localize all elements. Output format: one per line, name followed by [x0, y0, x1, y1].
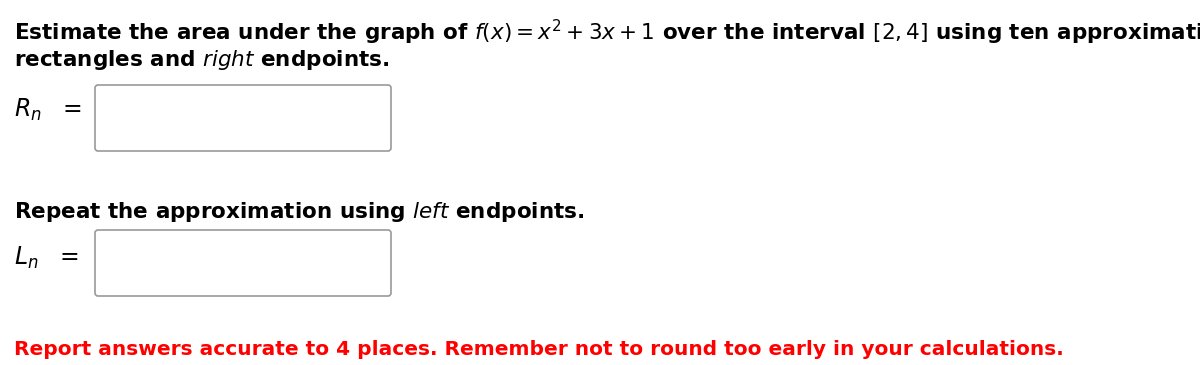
Text: $R_n$  $=$: $R_n$ $=$ [14, 97, 83, 123]
Text: Report answers accurate to 4 places. Remember not to round too early in your cal: Report answers accurate to 4 places. Rem… [14, 340, 1064, 359]
Text: $L_n$  $=$: $L_n$ $=$ [14, 245, 79, 271]
Text: Estimate the area under the graph of $f(x) = x^2 + 3x + 1$ over the interval $[2: Estimate the area under the graph of $f(… [14, 18, 1200, 47]
Text: rectangles and $\mathit{right}$ endpoints.: rectangles and $\mathit{right}$ endpoint… [14, 48, 390, 72]
FancyBboxPatch shape [95, 230, 391, 296]
Text: Repeat the approximation using $\mathit{left}$ endpoints.: Repeat the approximation using $\mathit{… [14, 200, 584, 224]
FancyBboxPatch shape [95, 85, 391, 151]
